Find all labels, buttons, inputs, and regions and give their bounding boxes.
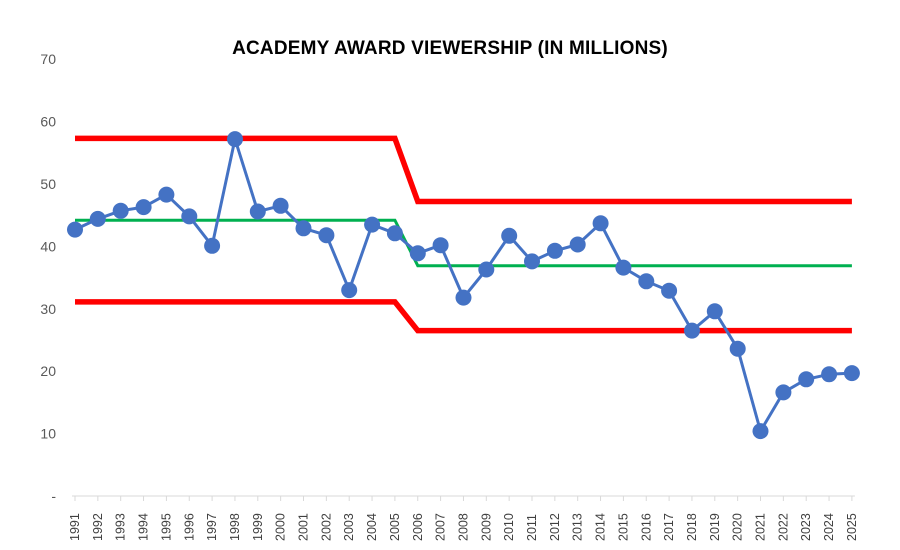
x-tick-label: 2009 [479, 513, 493, 541]
x-tick-label: 2011 [525, 514, 539, 541]
x-tick-label: 2006 [411, 513, 425, 541]
data-point [592, 215, 609, 232]
data-point [432, 237, 449, 254]
data-point [181, 208, 198, 225]
y-axis: - 10 20 30 40 50 60 70 [40, 51, 56, 504]
lower-control-limit-line [75, 299, 852, 334]
x-tick-label: 2018 [685, 513, 699, 541]
mean-line [75, 218, 852, 268]
x-tick-label: 2000 [274, 513, 288, 541]
x-tick-label: 2020 [731, 513, 745, 541]
data-point [227, 131, 243, 148]
data-point [409, 245, 426, 262]
x-tick-label: 1999 [251, 513, 265, 541]
data-point [501, 227, 518, 244]
data-series [67, 131, 860, 440]
x-tick-label: 1992 [91, 513, 105, 541]
x-tick-label: 1994 [137, 513, 151, 541]
x-tick-label: 2019 [708, 513, 722, 541]
data-point [638, 273, 655, 290]
x-tick-label: 2002 [319, 513, 333, 541]
y-tick-label: 60 [40, 114, 56, 130]
control-lines [75, 135, 852, 334]
data-point [798, 371, 815, 388]
data-point [569, 236, 586, 253]
data-point [661, 282, 678, 299]
x-tick-label: 2024 [822, 513, 836, 541]
x-tick-label: 2022 [776, 513, 790, 541]
data-point [89, 210, 106, 227]
x-tick-label: 2023 [799, 513, 813, 541]
y-tick-label: - [51, 488, 56, 504]
y-tick-label: 40 [40, 238, 56, 254]
x-tick-label: 2016 [639, 513, 653, 541]
data-point [364, 216, 381, 233]
data-point [204, 237, 221, 254]
upper-control-limit-line [75, 135, 852, 205]
x-tick-label: 2014 [594, 513, 608, 541]
x-tick-label: 2021 [754, 513, 768, 541]
data-point [272, 197, 289, 214]
x-tick-label: 2017 [662, 513, 676, 541]
x-tick-label: 1996 [182, 513, 196, 541]
x-tick-label: 2013 [571, 513, 585, 541]
x-axis: 1991 1992 1993 1994 1995 1996 1997 1998 1999 2000… [68, 495, 859, 541]
x-tick-label: 2025 [845, 513, 859, 541]
data-point [729, 340, 746, 357]
data-point [706, 303, 723, 320]
x-tick-label: 2012 [548, 513, 562, 541]
x-tick-label: 2004 [365, 513, 379, 541]
y-tick-label: 50 [40, 176, 56, 192]
data-point [478, 261, 495, 278]
data-point [455, 289, 472, 306]
y-tick-label: 70 [40, 51, 56, 67]
data-point [821, 366, 838, 383]
data-point [615, 259, 632, 276]
viewership-line [74, 137, 852, 433]
x-tick-label: 1998 [228, 513, 242, 541]
y-tick-label: 20 [40, 363, 56, 379]
data-point [546, 242, 563, 259]
x-tick-label: 2008 [456, 513, 470, 541]
x-tick-label: 2005 [388, 513, 402, 541]
data-point [318, 227, 335, 244]
data-point [524, 253, 540, 270]
data-point [341, 282, 358, 299]
data-point [135, 199, 152, 216]
x-tick-label: 2007 [434, 513, 448, 541]
chart-title: ACADEMY AWARD VIEWERSHIP (IN MILLIONS) [232, 38, 668, 59]
data-point [775, 384, 792, 401]
x-tick-label: 1995 [159, 513, 173, 541]
data-point [158, 186, 175, 203]
y-tick-label: 10 [40, 426, 56, 442]
data-point [752, 423, 769, 440]
x-tick-label: 1991 [68, 513, 82, 541]
data-point [684, 322, 700, 339]
x-tick-label: 2001 [297, 513, 311, 541]
x-tick-label: 1997 [205, 513, 219, 541]
x-tick-label: 2015 [616, 513, 630, 541]
data-point [386, 225, 403, 242]
x-tick-label: 1993 [114, 513, 128, 541]
data-point [295, 220, 312, 237]
data-point [843, 365, 860, 382]
data-point [249, 203, 266, 220]
y-tick-label: 30 [40, 301, 56, 317]
data-point [67, 221, 83, 238]
x-tick-label: 2010 [502, 513, 516, 541]
data-point [112, 202, 129, 219]
x-tick-label: 2003 [342, 513, 356, 541]
